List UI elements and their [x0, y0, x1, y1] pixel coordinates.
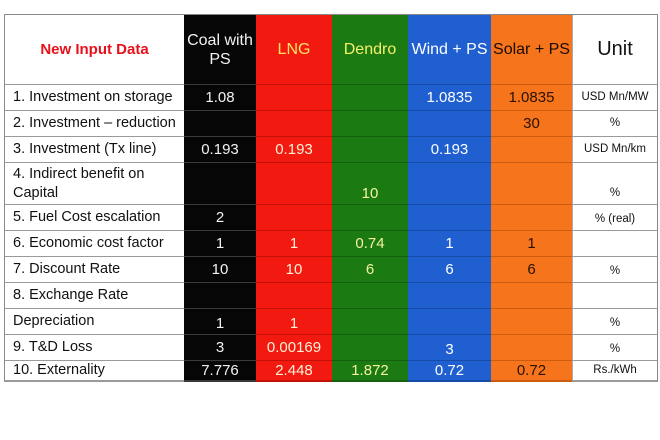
- cell-unit: Rs./kWh: [572, 361, 658, 381]
- cell-dendro: 6: [332, 257, 408, 283]
- cell-dendro: [332, 335, 408, 361]
- cell-coal: 3: [184, 335, 256, 361]
- cell-unit: %: [572, 309, 658, 335]
- header-lng: LNG: [256, 15, 332, 85]
- header-solar: Solar + PS: [491, 15, 572, 85]
- cell-coal: 0.193: [184, 137, 256, 163]
- cell-lng: [256, 163, 332, 205]
- header-coal: Coal with PS: [184, 15, 256, 85]
- row-label: 4. Indirect benefit on Capital: [4, 163, 184, 205]
- row-label-empty: [4, 381, 184, 382]
- cell-lng: [256, 85, 332, 111]
- cell-solar: [491, 137, 572, 163]
- cell-unit: %: [572, 111, 658, 137]
- row-label: 7. Discount Rate: [4, 257, 184, 283]
- cell-solar: 1: [491, 231, 572, 257]
- cell-wind: 6: [408, 257, 491, 283]
- cell-lng: 0.00169: [256, 335, 332, 361]
- cell-wind: [408, 283, 491, 309]
- cell-coal: 1: [184, 309, 256, 335]
- cell-solar: 30: [491, 111, 572, 137]
- cell-unit: %: [572, 257, 658, 283]
- row-label: 9. T&D Loss: [4, 335, 184, 361]
- cell-unit: [572, 283, 658, 309]
- row-label: 5. Fuel Cost escalation: [4, 205, 184, 231]
- cell-coal: [184, 163, 256, 205]
- cell-lng: 2.448: [256, 361, 332, 381]
- cell-lng: 1: [256, 309, 332, 335]
- cell-solar: [491, 309, 572, 335]
- row-label: 1. Investment on storage: [4, 85, 184, 111]
- cell-dendro: [332, 283, 408, 309]
- cell-coal: 1.08: [184, 85, 256, 111]
- cell-solar: [491, 163, 572, 205]
- cell-wind: 0.72: [408, 361, 491, 381]
- cell-solar: 6: [491, 257, 572, 283]
- cell-lng: 0.193: [256, 137, 332, 163]
- cell-coal: [184, 283, 256, 309]
- cell-lng: [256, 111, 332, 137]
- table-title: New Input Data: [4, 15, 184, 85]
- row-label: 2. Investment – reduction: [4, 111, 184, 137]
- cell-unit: USD Mn/km: [572, 137, 658, 163]
- cell-lng: 10: [256, 257, 332, 283]
- cell-wind: 1: [408, 231, 491, 257]
- cell-dendro: 0.74: [332, 231, 408, 257]
- cell-coal: 1: [184, 231, 256, 257]
- row-label: 8. Exchange Rate: [4, 283, 184, 309]
- cell-unit: [572, 231, 658, 257]
- cell-solar-empty: [491, 381, 572, 382]
- cell-dendro: [332, 137, 408, 163]
- cell-wind: [408, 111, 491, 137]
- row-label: 3. Investment (Tx line): [4, 137, 184, 163]
- cell-wind: 1.0835: [408, 85, 491, 111]
- cell-dendro: 10: [332, 163, 408, 205]
- cell-dendro: [332, 85, 408, 111]
- cell-wind: [408, 205, 491, 231]
- row-label: 6. Economic cost factor: [4, 231, 184, 257]
- cell-coal-empty: [184, 381, 256, 382]
- cell-solar: [491, 335, 572, 361]
- input-data-table: New Input Data Coal with PS LNG Dendro W…: [4, 14, 658, 382]
- cell-solar: [491, 205, 572, 231]
- row-label: Depreciation: [4, 309, 184, 335]
- cell-wind: 3: [408, 335, 491, 361]
- cell-unit: %: [572, 335, 658, 361]
- cell-dendro-empty: [332, 381, 408, 382]
- cell-coal: 10: [184, 257, 256, 283]
- cell-dendro: [332, 309, 408, 335]
- cell-wind-empty: [408, 381, 491, 382]
- cell-unit: %: [572, 163, 658, 205]
- cell-coal: 7.776: [184, 361, 256, 381]
- cell-dendro: [332, 205, 408, 231]
- cell-unit: % (real): [572, 205, 658, 231]
- header-dendro: Dendro: [332, 15, 408, 85]
- row-label: 10. Externality: [4, 361, 184, 381]
- cell-solar: 1.0835: [491, 85, 572, 111]
- cell-lng: 1: [256, 231, 332, 257]
- cell-coal: 2: [184, 205, 256, 231]
- cell-lng: [256, 283, 332, 309]
- cell-dendro: [332, 111, 408, 137]
- header-wind: Wind + PS: [408, 15, 491, 85]
- cell-wind: [408, 163, 491, 205]
- cell-unit: USD Mn/MW: [572, 85, 658, 111]
- cell-dendro: 1.872: [332, 361, 408, 381]
- cell-wind: [408, 309, 491, 335]
- cell-lng: [256, 205, 332, 231]
- cell-unit-empty: [572, 381, 658, 382]
- cell-lng-empty: [256, 381, 332, 382]
- cell-wind: 0.193: [408, 137, 491, 163]
- header-unit: Unit: [572, 15, 658, 85]
- cell-solar: 0.72: [491, 361, 572, 381]
- cell-solar: [491, 283, 572, 309]
- cell-coal: [184, 111, 256, 137]
